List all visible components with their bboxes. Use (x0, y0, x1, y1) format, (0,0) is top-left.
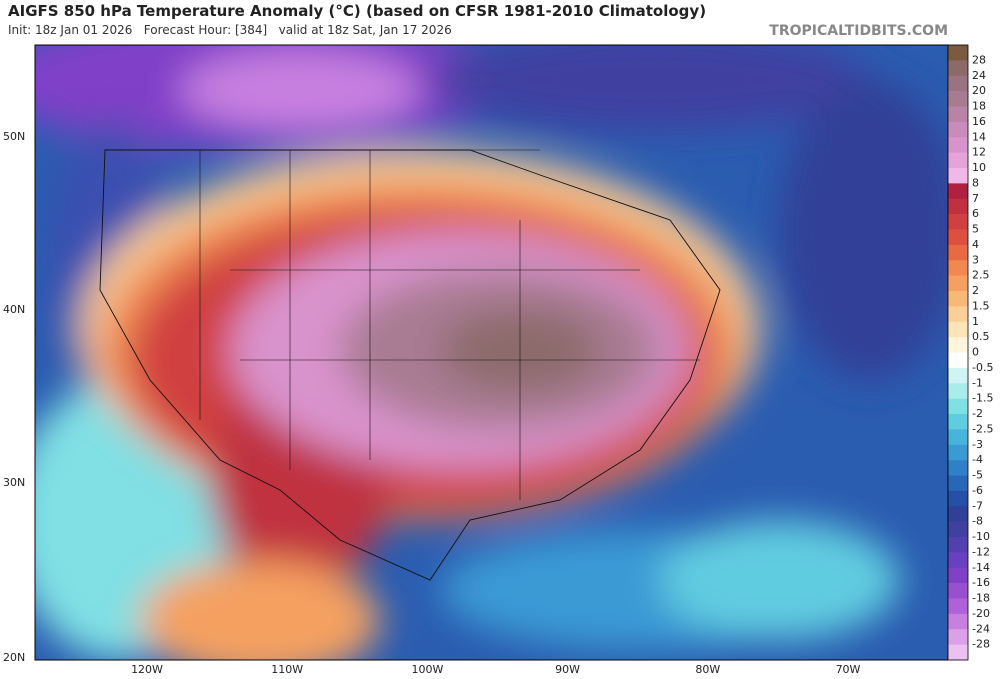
lon-label: 110W (271, 663, 303, 676)
colorbar-label: 5 (972, 223, 979, 236)
colorbar-label: 0 (972, 346, 979, 359)
colorbar-cell (948, 537, 968, 553)
colorbar-cell (948, 321, 968, 338)
colorbar-cell (948, 91, 968, 107)
colorbar-cell (948, 567, 968, 584)
colorbar-cell (948, 613, 968, 630)
colorbar-label: -8 (972, 515, 983, 528)
colorbar-cell (948, 521, 968, 538)
colorbar-cell (948, 506, 968, 522)
colorbar-cell (948, 644, 968, 661)
colorbar-cell (948, 552, 968, 569)
colorbar-label: 14 (972, 130, 986, 143)
colorbar-label: 16 (972, 115, 986, 128)
colorbar-cell (948, 168, 968, 184)
colorbar-cell (948, 75, 968, 92)
lon-label: 70W (836, 663, 861, 676)
colorbar-label: 1.5 (972, 299, 990, 312)
colorbar-label: -24 (972, 622, 990, 635)
colorbar-label: -1 (972, 376, 983, 389)
lat-label: 30N (3, 476, 25, 489)
colorbar-cell (948, 137, 968, 153)
colorbar-label: 10 (972, 161, 986, 174)
colorbar-label: 8 (972, 176, 979, 189)
colorbar-label: 2.5 (972, 269, 990, 282)
colorbar-label: -6 (972, 484, 983, 497)
colorbar-cell (948, 260, 968, 276)
colorbar-frame (947, 44, 969, 661)
colorbar-label: -16 (972, 576, 990, 589)
colorbar-cell (948, 183, 968, 200)
colorbar-cell (948, 106, 968, 123)
lat-label: 20N (3, 651, 25, 664)
colorbar-label: 1 (972, 315, 979, 328)
colorbar-cell (948, 598, 968, 615)
colorbar-cell (948, 383, 968, 399)
colorbar-cell (948, 229, 968, 246)
colorbar-label: -2 (972, 407, 983, 420)
colorbar-cell (948, 244, 968, 261)
colorbar-label: -28 (972, 638, 990, 651)
colorbar-cell (948, 583, 968, 599)
subtitle: Init: 18z Jan 01 2026 Forecast Hour: [38… (8, 23, 452, 37)
colorbar-cell (948, 45, 968, 61)
colorbar-cell (948, 629, 968, 645)
lat-label: 50N (3, 130, 25, 143)
colorbar-cell (948, 429, 968, 446)
colorbar-label: 7 (972, 192, 979, 205)
colorbar-cell (948, 414, 968, 430)
title: AIGFS 850 hPa Temperature Anomaly (°C) (… (8, 2, 707, 20)
colorbar-label: 6 (972, 207, 979, 220)
colorbar-label: -5 (972, 469, 983, 482)
colorbar-cell (948, 475, 968, 492)
colorbar-label: 2 (972, 284, 979, 297)
colorbar-label: -18 (972, 592, 990, 605)
colorbar-cell (948, 367, 968, 384)
lon-label: 80W (695, 663, 720, 676)
colorbar-label: 28 (972, 53, 986, 66)
colorbar-cell (948, 444, 968, 461)
colorbar-label: -20 (972, 607, 990, 620)
colorbar-label: 20 (972, 84, 986, 97)
colorbar-label: -7 (972, 499, 983, 512)
lon-label: 120W (131, 663, 163, 676)
colorbar-cell (948, 214, 968, 230)
colorbar-label: -10 (972, 530, 990, 543)
colorbar-label: 4 (972, 238, 979, 251)
colorbar-label: -1.5 (972, 392, 993, 405)
colorbar-label: -2.5 (972, 422, 993, 435)
colorbar-label: -0.5 (972, 361, 993, 374)
colorbar-cell (948, 460, 968, 476)
colorbar-cell (948, 337, 968, 353)
lat-label: 40N (3, 303, 25, 316)
colorbar-label: 0.5 (972, 330, 990, 343)
anomaly-field (35, 45, 948, 660)
colorbar-label: 24 (972, 69, 986, 82)
colorbar-cell (948, 275, 968, 292)
lon-label: 100W (411, 663, 443, 676)
colorbar-label: 3 (972, 253, 979, 266)
colorbar-cell (948, 121, 968, 138)
credit: TROPICALTIDBITS.COM (769, 23, 948, 39)
colorbar-cell (948, 152, 968, 169)
colorbar-cell (948, 306, 968, 323)
colorbar-label: 12 (972, 146, 986, 159)
colorbar-cell (948, 352, 968, 369)
colorbar-label: 18 (972, 100, 986, 113)
colorbar-label: -14 (972, 561, 990, 574)
colorbar-label: -12 (972, 545, 990, 558)
colorbar-cell (948, 291, 968, 307)
colorbar-label: -3 (972, 438, 983, 451)
colorbar-cell (948, 398, 968, 415)
colorbar-cell (948, 198, 968, 215)
colorbar-cell (948, 490, 968, 507)
lon-label: 90W (555, 663, 580, 676)
colorbar-label: -4 (972, 453, 983, 466)
colorbar-cell (948, 60, 968, 77)
